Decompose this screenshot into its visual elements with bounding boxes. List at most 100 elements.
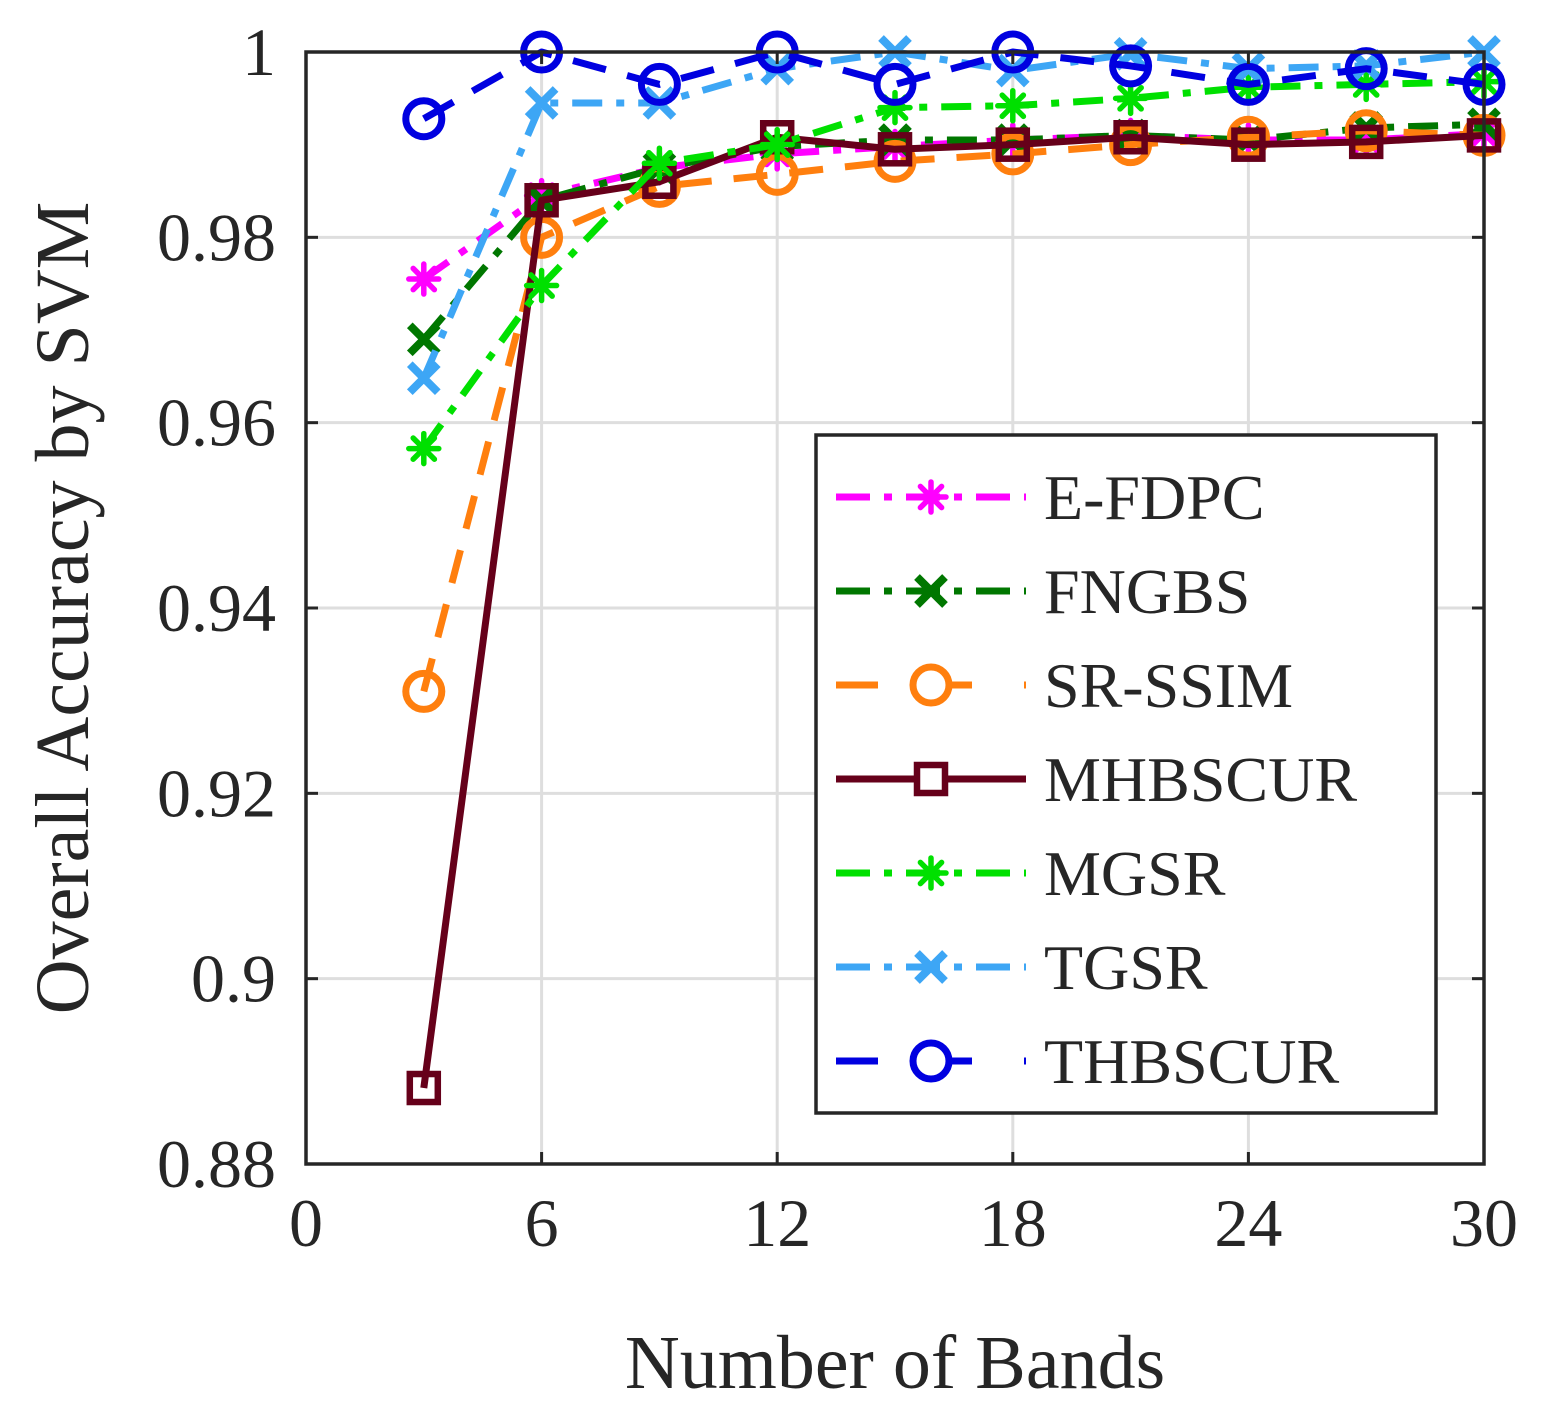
y-axis-label: Overall Accuracy by SVM	[21, 202, 105, 1015]
marker-x	[406, 322, 441, 357]
data-point-mgsr	[759, 126, 795, 163]
axes: 0 6 12 18 24 30 0.88 0.9 0.92 0.94 0.96 0.98 1 Number…	[21, 14, 1518, 1405]
legend-label: SR-SSIM	[1044, 650, 1293, 721]
marker-square	[406, 1070, 442, 1106]
marker-circle	[991, 132, 1035, 176]
data-point-thbscur	[873, 62, 917, 106]
marker-square	[913, 761, 949, 797]
marker-x	[524, 86, 559, 120]
legend-marker	[913, 479, 949, 515]
data-point-mhbscur	[1231, 127, 1266, 162]
series-mgsr	[406, 63, 1502, 467]
series-line-fngbs	[421, 120, 1485, 342]
marker-square	[524, 183, 559, 218]
y-tick-label: 0.94	[157, 570, 276, 646]
marker-x	[406, 361, 441, 396]
data-point-thbscur	[1109, 44, 1153, 88]
y-tick-label: 0.98	[157, 199, 276, 275]
data-point-mgsr	[1112, 80, 1149, 117]
y-tick-label: 1	[242, 14, 276, 90]
marker-square	[1113, 120, 1148, 155]
marker-asterisk	[406, 261, 442, 297]
marker-circle	[1226, 62, 1270, 106]
legend-label: TGSR	[1044, 932, 1208, 1003]
data-point-tgsr	[524, 86, 559, 120]
legend-label: FNGBS	[1044, 556, 1250, 627]
marker-circle	[637, 62, 681, 106]
marker-asterisk	[523, 267, 560, 304]
legend-entry-mgsr: MGSR	[836, 838, 1226, 909]
legend-entry-mhbscur: MHBSCUR	[836, 744, 1357, 815]
data-point-mgsr	[877, 89, 913, 126]
marker-circle	[1109, 44, 1153, 88]
legend-entry-fngbs: FNGBS	[836, 556, 1250, 627]
marker-circle	[402, 97, 446, 141]
series-line-e-fdpc	[421, 130, 1485, 282]
legend-entry-e-fdpc: E-FDPC	[836, 462, 1265, 533]
series-line-thbscur	[422, 48, 1485, 122]
data-point-sr-ssim	[991, 132, 1035, 176]
legend-marker	[909, 663, 953, 707]
data-point-sr-ssim	[402, 669, 446, 713]
y-tick-label: 0.96	[157, 385, 276, 461]
series-line-mgsr	[420, 78, 1485, 451]
legend-label: THBSCUR	[1044, 1026, 1340, 1097]
marker-square	[1231, 127, 1266, 162]
data-point-mgsr	[641, 145, 678, 181]
data-point-thbscur	[1226, 62, 1270, 106]
data-point-e-fdpc	[406, 261, 442, 297]
data-point-fngbs	[406, 322, 441, 357]
legend-label: E-FDPC	[1044, 462, 1265, 533]
x-tick-label: 18	[979, 1185, 1047, 1261]
series-line-sr-ssim	[420, 127, 1485, 693]
data-point-mhbscur	[877, 132, 913, 167]
marker-square	[995, 127, 1031, 162]
data-point-sr-ssim	[1226, 115, 1270, 159]
legend-marker	[913, 855, 949, 891]
data-point-mhbscur	[995, 127, 1031, 162]
marker-circle	[1344, 109, 1388, 153]
data-point-sr-ssim	[1109, 123, 1153, 167]
marker-asterisk	[913, 855, 949, 891]
data-point-tgsr	[406, 361, 441, 396]
data-point-sr-ssim	[1344, 109, 1388, 153]
x-tick-label: 24	[1214, 1185, 1282, 1261]
legend-marker	[914, 574, 948, 608]
data-point-mhbscur	[1348, 124, 1384, 160]
x-axis-label: Number of Bands	[625, 1321, 1165, 1405]
x-tick-label: 12	[743, 1185, 811, 1261]
series-line-mhbscur	[420, 131, 1485, 1089]
marker-square	[877, 132, 913, 167]
marker-circle	[402, 669, 446, 713]
marker-circle	[909, 663, 953, 707]
marker-asterisk	[995, 87, 1031, 124]
legend-label: MHBSCUR	[1044, 744, 1357, 815]
series-line-tgsr	[420, 48, 1485, 380]
legend-marker	[909, 1039, 953, 1083]
marker-circle	[873, 62, 917, 106]
marker-asterisk	[877, 89, 913, 126]
y-tick-label: 0.92	[157, 755, 276, 831]
legend-entry-thbscur: THBSCUR	[836, 1026, 1340, 1097]
legend-entry-tgsr: TGSR	[836, 932, 1208, 1003]
data-point-sr-ssim	[873, 139, 917, 183]
legend-marker	[914, 950, 948, 984]
y-tick-label: 0.88	[157, 1126, 276, 1202]
series-lines	[402, 30, 1506, 1106]
legend: E-FDPC FNGBS SR-SSIM MHBSCUR MGSR TGSR THBSCUR	[814, 433, 1438, 1115]
series-tgsr	[406, 35, 1501, 396]
y-tick-label: 0.9	[191, 941, 276, 1017]
x-tick-label: 30	[1450, 1185, 1518, 1261]
legend-label: MGSR	[1044, 838, 1226, 909]
data-point-thbscur	[637, 62, 681, 106]
marker-x	[914, 950, 948, 984]
marker-asterisk	[913, 479, 949, 515]
data-point-mhbscur	[406, 1070, 442, 1106]
legend-marker	[913, 761, 949, 797]
data-point-mgsr	[523, 267, 560, 304]
marker-circle	[873, 139, 917, 183]
data-point-mhbscur	[1113, 120, 1148, 155]
marker-asterisk	[406, 430, 442, 467]
marker-x	[914, 574, 948, 608]
x-tick-label: 6	[525, 1185, 559, 1261]
